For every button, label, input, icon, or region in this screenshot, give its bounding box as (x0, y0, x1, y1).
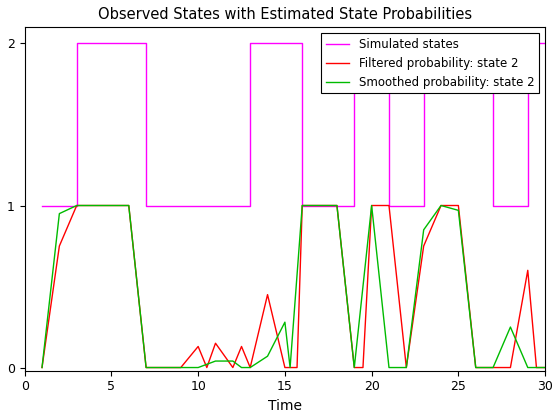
Filtered probability: state 2: (29.5, 0): state 2: (29.5, 0) (533, 365, 540, 370)
Filtered probability: state 2: (27, 0): state 2: (27, 0) (489, 365, 496, 370)
Simulated states (247, 41, 254, 46)
Line: Simulated states: Simulated states (42, 44, 545, 205)
Line: Smoothed probability: state 2: Smoothed probability: state 2 (42, 205, 545, 368)
Filtered probability: state 2: (10.5, 0): state 2: (10.5, 0) (203, 365, 210, 370)
Simulated states (73, 203, 80, 208)
Filtered probability: state 2: (22, 0): state 2: (22, 0) (403, 365, 410, 370)
Filtered probability: state 2: (19, 0): state 2: (19, 0) (351, 365, 358, 370)
Filtered probability: state 2: (14, 0.45): state 2: (14, 0.45) (264, 292, 271, 297)
Filtered probability: state 2: (15.3, 0): state 2: (15.3, 0) (287, 365, 293, 370)
Filtered probability: state 2: (6, 1): state 2: (6, 1) (125, 203, 132, 208)
Smoothed probability: state 2: (3, 1): state 2: (3, 1) (73, 203, 80, 208)
Filtered probability: state 2: (3, 1): state 2: (3, 1) (73, 203, 80, 208)
Simulated states (386, 203, 393, 208)
Smoothed probability: state 2: (16, 1): state 2: (16, 1) (299, 203, 306, 208)
Filtered probability: state 2: (8, 0): state 2: (8, 0) (160, 365, 167, 370)
Smoothed probability: state 2: (18, 1): state 2: (18, 1) (334, 203, 340, 208)
Smoothed probability: state 2: (14, 0.07): state 2: (14, 0.07) (264, 354, 271, 359)
X-axis label: Time: Time (268, 399, 302, 413)
Title: Observed States with Estimated State Probabilities: Observed States with Estimated State Pro… (98, 7, 472, 22)
Filtered probability: state 2: (23, 0.75): state 2: (23, 0.75) (421, 244, 427, 249)
Filtered probability: state 2: (28, 0): state 2: (28, 0) (507, 365, 514, 370)
Smoothed probability: state 2: (20, 1): state 2: (20, 1) (368, 203, 375, 208)
Smoothed probability: state 2: (7, 0): state 2: (7, 0) (143, 365, 150, 370)
Smoothed probability: state 2: (2, 0.95): state 2: (2, 0.95) (56, 211, 63, 216)
Smoothed probability: state 2: (22, 0): state 2: (22, 0) (403, 365, 410, 370)
Filtered probability: state 2: (17, 1): state 2: (17, 1) (316, 203, 323, 208)
Filtered probability: state 2: (9, 0): state 2: (9, 0) (178, 365, 184, 370)
Smoothed probability: state 2: (28, 0.25): state 2: (28, 0.25) (507, 325, 514, 330)
Smoothed probability: state 2: (12.5, 0): state 2: (12.5, 0) (238, 365, 245, 370)
Smoothed probability: state 2: (1, 0): state 2: (1, 0) (39, 365, 45, 370)
Simulated states (489, 203, 496, 208)
Simulated states (39, 203, 45, 208)
Line: Filtered probability: state 2: Filtered probability: state 2 (42, 205, 545, 368)
Simulated states (143, 41, 150, 46)
Filtered probability: state 2: (12, 0): state 2: (12, 0) (230, 365, 236, 370)
Filtered probability: state 2: (29, 0.6): state 2: (29, 0.6) (524, 268, 531, 273)
Smoothed probability: state 2: (30, 0): state 2: (30, 0) (542, 365, 548, 370)
Simulated states (143, 203, 150, 208)
Smoothed probability: state 2: (27, 0): state 2: (27, 0) (489, 365, 496, 370)
Simulated states (39, 203, 45, 208)
Filtered probability: state 2: (24, 1): state 2: (24, 1) (438, 203, 445, 208)
Simulated states (299, 41, 306, 46)
Smoothed probability: state 2: (8, 0): state 2: (8, 0) (160, 365, 167, 370)
Simulated states (421, 41, 427, 46)
Simulated states (542, 41, 548, 46)
Smoothed probability: state 2: (9, 0): state 2: (9, 0) (178, 365, 184, 370)
Filtered probability: state 2: (19.5, 0): state 2: (19.5, 0) (360, 365, 366, 370)
Filtered probability: state 2: (25, 1): state 2: (25, 1) (455, 203, 462, 208)
Filtered probability: state 2: (5, 1): state 2: (5, 1) (108, 203, 115, 208)
Filtered probability: state 2: (21, 1): state 2: (21, 1) (386, 203, 393, 208)
Filtered probability: state 2: (16, 1): state 2: (16, 1) (299, 203, 306, 208)
Filtered probability: state 2: (15.7, 0): state 2: (15.7, 0) (293, 365, 300, 370)
Simulated states (299, 203, 306, 208)
Smoothed probability: state 2: (24, 1): state 2: (24, 1) (438, 203, 445, 208)
Smoothed probability: state 2: (6, 1): state 2: (6, 1) (125, 203, 132, 208)
Simulated states (524, 203, 531, 208)
Filtered probability: state 2: (15, 0): state 2: (15, 0) (282, 365, 288, 370)
Smoothed probability: state 2: (21, 0): state 2: (21, 0) (386, 365, 393, 370)
Filtered probability: state 2: (7, 0): state 2: (7, 0) (143, 365, 150, 370)
Simulated states (524, 41, 531, 46)
Smoothed probability: state 2: (15, 0.28): state 2: (15, 0.28) (282, 320, 288, 325)
Simulated states (421, 203, 427, 208)
Smoothed probability: state 2: (12, 0.04): state 2: (12, 0.04) (230, 359, 236, 364)
Simulated states (247, 203, 254, 208)
Filtered probability: state 2: (11, 0.15): state 2: (11, 0.15) (212, 341, 219, 346)
Filtered probability: state 2: (1, 0): state 2: (1, 0) (39, 365, 45, 370)
Filtered probability: state 2: (20, 1): state 2: (20, 1) (368, 203, 375, 208)
Smoothed probability: state 2: (26, 0): state 2: (26, 0) (473, 365, 479, 370)
Simulated states (73, 41, 80, 46)
Smoothed probability: state 2: (4, 1): state 2: (4, 1) (91, 203, 97, 208)
Simulated states (386, 41, 393, 46)
Smoothed probability: state 2: (17, 1): state 2: (17, 1) (316, 203, 323, 208)
Filtered probability: state 2: (10, 0.13): state 2: (10, 0.13) (195, 344, 202, 349)
Filtered probability: state 2: (13, 0): state 2: (13, 0) (247, 365, 254, 370)
Filtered probability: state 2: (18, 1): state 2: (18, 1) (334, 203, 340, 208)
Smoothed probability: state 2: (25, 0.97): state 2: (25, 0.97) (455, 208, 462, 213)
Simulated states (351, 41, 358, 46)
Smoothed probability: state 2: (23, 0.85): state 2: (23, 0.85) (421, 227, 427, 232)
Filtered probability: state 2: (4, 1): state 2: (4, 1) (91, 203, 97, 208)
Smoothed probability: state 2: (11, 0.04): state 2: (11, 0.04) (212, 359, 219, 364)
Smoothed probability: state 2: (10, 0): state 2: (10, 0) (195, 365, 202, 370)
Smoothed probability: state 2: (5, 1): state 2: (5, 1) (108, 203, 115, 208)
Smoothed probability: state 2: (13, 0): state 2: (13, 0) (247, 365, 254, 370)
Simulated states (489, 41, 496, 46)
Filtered probability: state 2: (30, 0): state 2: (30, 0) (542, 365, 548, 370)
Smoothed probability: state 2: (19, 0): state 2: (19, 0) (351, 365, 358, 370)
Filtered probability: state 2: (2, 0.75): state 2: (2, 0.75) (56, 244, 63, 249)
Smoothed probability: state 2: (15.3, 0): state 2: (15.3, 0) (287, 365, 293, 370)
Simulated states (351, 203, 358, 208)
Smoothed probability: state 2: (29, 0): state 2: (29, 0) (524, 365, 531, 370)
Legend: Simulated states, Filtered probability: state 2, Smoothed probability: state 2: Simulated states, Filtered probability: … (321, 33, 539, 93)
Filtered probability: state 2: (26, 0): state 2: (26, 0) (473, 365, 479, 370)
Filtered probability: state 2: (12.5, 0.13): state 2: (12.5, 0.13) (238, 344, 245, 349)
